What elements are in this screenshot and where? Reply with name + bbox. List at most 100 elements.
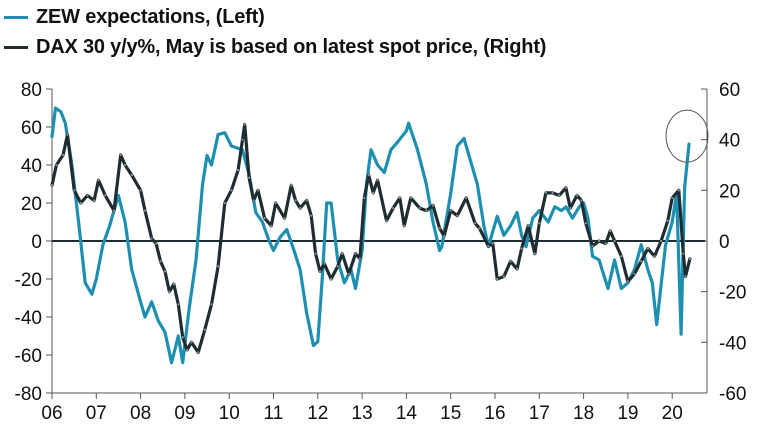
data-point-dax bbox=[119, 153, 122, 156]
x-tick-label: 15 bbox=[440, 403, 461, 424]
data-point-dax bbox=[425, 209, 428, 212]
data-point-dax bbox=[318, 270, 322, 273]
data-point-dax bbox=[491, 242, 494, 245]
data-point-dax bbox=[613, 239, 616, 243]
data-point-dax bbox=[684, 275, 687, 278]
data-point-dax bbox=[341, 252, 344, 255]
x-tick-label: 08 bbox=[130, 403, 151, 424]
data-point-dax bbox=[456, 214, 459, 217]
data-point-dax bbox=[163, 270, 167, 273]
data-point-dax bbox=[290, 184, 293, 187]
data-point-dax bbox=[256, 189, 260, 192]
data-point-dax bbox=[478, 227, 481, 230]
y-right-tick-label: -40 bbox=[719, 333, 746, 354]
data-point-dax bbox=[646, 247, 649, 250]
data-point-dax bbox=[584, 222, 587, 225]
y-left-tick-label: -80 bbox=[15, 384, 42, 405]
annotations bbox=[665, 109, 709, 163]
x-tick-label: 10 bbox=[219, 403, 240, 424]
x-tick-label: 18 bbox=[573, 403, 594, 424]
x-tick-label: 16 bbox=[484, 403, 505, 424]
y-left-tick-label: 40 bbox=[21, 156, 42, 177]
legend-item-dax: DAX 30 y/y%, May is based on latest spot… bbox=[4, 32, 546, 62]
data-point-dax bbox=[172, 282, 175, 286]
data-point-dax bbox=[558, 194, 561, 197]
data-point-dax bbox=[79, 201, 82, 205]
data-point-dax bbox=[604, 242, 607, 245]
x-tick-label: 20 bbox=[662, 403, 683, 424]
data-point-dax bbox=[591, 244, 594, 248]
data-point-dax bbox=[564, 186, 567, 189]
data-point-dax bbox=[314, 252, 317, 255]
series-line-zew bbox=[50, 106, 691, 365]
y-right-tick-label: 40 bbox=[719, 131, 740, 152]
data-point-dax bbox=[241, 138, 244, 141]
y-left-tick-label: 0 bbox=[31, 232, 42, 253]
data-point-dax bbox=[496, 277, 499, 281]
legend-swatch-zew bbox=[4, 15, 28, 19]
x-tick-label: 13 bbox=[352, 403, 373, 424]
data-point-dax bbox=[347, 272, 350, 276]
x-tick-label: 11 bbox=[264, 403, 284, 424]
data-point-dax bbox=[294, 199, 297, 202]
data-point-dax bbox=[217, 265, 220, 268]
legend-item-zew: ZEW expectations, (Left) bbox=[4, 2, 546, 32]
data-point-dax bbox=[61, 153, 65, 156]
data-point-dax bbox=[55, 163, 58, 167]
data-point-dax bbox=[409, 196, 412, 200]
data-point-dax bbox=[682, 252, 685, 255]
x-tick-label: 07 bbox=[86, 403, 107, 424]
y-right-tick-label: 60 bbox=[719, 80, 740, 101]
data-point-dax bbox=[653, 255, 656, 258]
data-point-dax bbox=[473, 222, 477, 225]
data-point-dax bbox=[442, 234, 446, 238]
data-point-dax bbox=[363, 196, 366, 200]
data-point-dax bbox=[186, 348, 189, 352]
y-right-tick-label: 20 bbox=[719, 181, 740, 202]
data-point-dax bbox=[112, 209, 116, 212]
data-point-dax bbox=[385, 219, 388, 222]
data-point-dax bbox=[376, 179, 379, 182]
data-point-dax bbox=[598, 239, 601, 243]
data-point-dax bbox=[336, 265, 339, 268]
x-tick-label: 12 bbox=[307, 403, 328, 424]
data-point-dax bbox=[372, 191, 375, 194]
data-point-dax bbox=[150, 237, 153, 240]
data-point-dax bbox=[449, 209, 452, 212]
y-left-tick-label: -40 bbox=[15, 308, 42, 329]
data-point-dax bbox=[86, 194, 89, 197]
data-point-dax bbox=[263, 217, 266, 220]
y-left-tick-label: -60 bbox=[15, 346, 42, 367]
y-left-tick-label: 60 bbox=[21, 118, 42, 139]
data-point-dax bbox=[248, 176, 251, 179]
legend-label-dax: DAX 30 y/y%, May is based on latest spot… bbox=[36, 35, 547, 58]
data-point-dax bbox=[305, 199, 308, 202]
x-tick-label: 17 bbox=[529, 403, 550, 424]
data-point-dax bbox=[143, 209, 147, 212]
data-point-dax bbox=[223, 201, 226, 205]
data-point-dax bbox=[252, 199, 255, 202]
data-point-dax bbox=[544, 191, 548, 194]
data-point-dax bbox=[516, 267, 519, 270]
data-point-dax bbox=[92, 199, 96, 202]
x-tick-label: 06 bbox=[41, 403, 62, 424]
x-tick-label: 09 bbox=[174, 403, 195, 424]
data-point-dax bbox=[274, 201, 277, 205]
data-point-dax bbox=[97, 179, 100, 182]
data-point-dax bbox=[580, 199, 583, 202]
data-point-dax bbox=[367, 174, 370, 177]
legend-swatch-dax bbox=[4, 45, 28, 49]
data-point-dax bbox=[520, 247, 523, 250]
data-point-dax bbox=[620, 255, 623, 258]
data-point-dax bbox=[575, 194, 579, 197]
data-point-dax bbox=[203, 328, 206, 331]
data-point-dax bbox=[181, 336, 184, 339]
data-point-dax bbox=[666, 219, 669, 222]
y-left-tick-label: 20 bbox=[21, 194, 42, 215]
data-point-dax bbox=[358, 257, 361, 260]
data-point-dax bbox=[323, 262, 326, 265]
data-point-dax bbox=[310, 214, 313, 217]
data-point-dax bbox=[633, 272, 636, 276]
y-left-tick-label: 80 bbox=[21, 80, 42, 101]
